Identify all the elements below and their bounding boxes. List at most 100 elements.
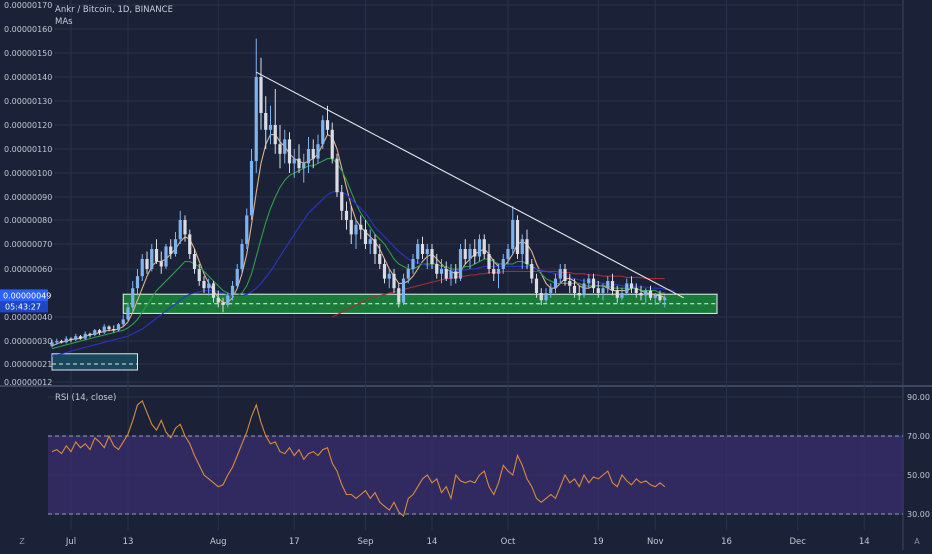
candle-body	[287, 139, 292, 164]
candle-body	[344, 210, 349, 220]
candle-body	[349, 220, 353, 235]
candle	[126, 302, 130, 322]
candle-body	[150, 249, 154, 269]
candle	[368, 229, 372, 254]
candle-body	[164, 246, 168, 267]
time-tick-label: 14	[859, 537, 870, 547]
candle-body	[93, 330, 97, 335]
candle-body	[515, 220, 520, 254]
candle-body	[397, 288, 401, 303]
candle-body	[102, 326, 106, 333]
candle	[283, 129, 287, 164]
candle	[211, 281, 216, 303]
candle-body	[354, 224, 358, 235]
candle-body	[648, 290, 653, 298]
candle	[349, 206, 353, 244]
candle-body	[221, 302, 225, 305]
candle	[216, 290, 220, 308]
candle	[183, 215, 187, 242]
candle-body	[192, 254, 197, 269]
candle-body	[154, 249, 159, 262]
candle-body	[435, 264, 439, 274]
candle-body	[359, 224, 363, 230]
candle	[311, 139, 315, 169]
candle-body	[311, 149, 315, 159]
candle-body	[425, 249, 429, 254]
candle-body	[606, 281, 610, 289]
candle-body	[297, 158, 301, 169]
candle-body	[492, 269, 496, 274]
candle-body	[487, 254, 491, 269]
candle	[178, 210, 182, 244]
price-tick-label: 0.00000110	[4, 145, 52, 154]
candle	[411, 254, 415, 274]
price-tick-label: 0.00000140	[4, 73, 52, 82]
candle	[64, 336, 68, 344]
candle	[430, 244, 434, 269]
candle-body	[549, 288, 553, 293]
candle-body	[254, 77, 258, 161]
candle-body	[183, 220, 187, 235]
candle	[169, 239, 173, 259]
candle	[93, 329, 97, 337]
rsi-tick-label: 70.00	[907, 432, 930, 441]
candle	[629, 276, 634, 293]
time-tick-label: Nov	[647, 537, 664, 547]
candle	[425, 244, 429, 269]
candle-body	[582, 283, 586, 296]
candle	[150, 244, 154, 272]
price-tick-label: 0.00000030	[4, 337, 52, 346]
candle-body	[658, 295, 662, 301]
moving-average-1	[51, 133, 666, 347]
candle-body	[553, 278, 558, 289]
candle	[639, 285, 643, 301]
candle	[354, 220, 358, 249]
candle-body	[74, 336, 78, 340]
candle-body	[439, 269, 444, 274]
time-tick-label: 16	[721, 537, 732, 547]
symbol-legend[interactable]: Ankr / Bitcoin, 1D, BINANCE	[55, 5, 173, 15]
candle	[544, 288, 548, 303]
rsi-legend[interactable]: RSI (14, close)	[55, 393, 117, 403]
candle	[482, 234, 486, 259]
last-price-value: 0.00000049	[3, 291, 51, 300]
candle-body	[558, 269, 562, 279]
time-tick-label: Aug	[210, 537, 227, 547]
candle-body	[620, 293, 624, 298]
candle-body	[211, 283, 216, 298]
candle-body	[273, 125, 277, 145]
candle	[335, 153, 339, 197]
candle	[520, 234, 524, 269]
countdown-value: 05:43:27	[5, 302, 41, 311]
candle	[553, 273, 558, 293]
candle	[197, 264, 201, 286]
time-tick-label: 14	[427, 537, 438, 547]
candle-body	[449, 271, 453, 279]
candle	[501, 254, 505, 274]
candle	[582, 278, 586, 298]
candle-body	[368, 239, 372, 244]
price-tick-label: 0.00000021	[4, 360, 52, 369]
candle-body	[330, 129, 334, 159]
moving-average-2	[51, 158, 665, 350]
candle	[268, 105, 273, 145]
indicator-legend[interactable]: MAs	[55, 17, 73, 27]
candle-body	[416, 244, 420, 259]
price-tick-label: 0.00000090	[4, 193, 52, 202]
candle	[454, 264, 458, 284]
candle-body	[235, 269, 239, 286]
candle	[344, 201, 349, 230]
candle-body	[468, 249, 472, 259]
price-tick-label: 0.00000150	[4, 49, 52, 58]
candle	[140, 254, 144, 281]
candle	[658, 290, 662, 303]
candle	[321, 115, 325, 149]
candle	[587, 273, 591, 289]
candle	[534, 273, 539, 298]
corner-label-left: Z	[19, 537, 25, 546]
candle-body	[634, 288, 638, 293]
candle-body	[135, 276, 140, 289]
candle	[107, 325, 111, 332]
